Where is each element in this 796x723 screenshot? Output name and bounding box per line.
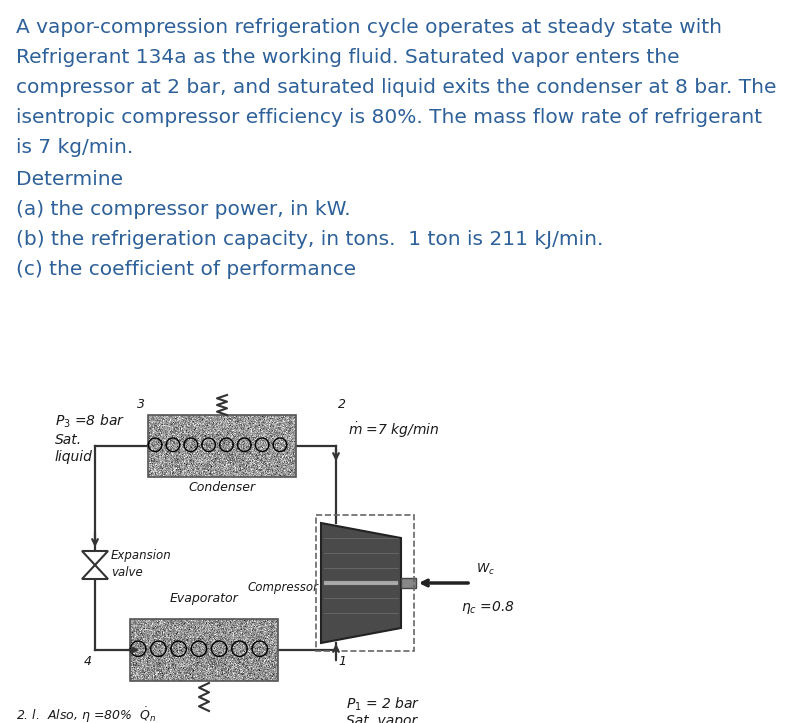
Text: liquid: liquid — [55, 450, 93, 464]
Text: 2: 2 — [338, 398, 346, 411]
Polygon shape — [82, 565, 108, 579]
Text: compressor at 2 bar, and saturated liquid exits the condenser at 8 bar. The: compressor at 2 bar, and saturated liqui… — [16, 78, 777, 97]
Text: Evaporator: Evaporator — [170, 592, 238, 605]
Text: is 7 kg/min.: is 7 kg/min. — [16, 138, 133, 157]
Text: isentropic compressor efficiency is 80%. The mass flow rate of refrigerant: isentropic compressor efficiency is 80%.… — [16, 108, 762, 127]
Text: valve: valve — [111, 567, 142, 580]
Text: Expansion: Expansion — [111, 549, 172, 562]
Text: $\dot{m}$ =7 kg/min: $\dot{m}$ =7 kg/min — [348, 420, 439, 440]
Text: $P_3$ =8 bar: $P_3$ =8 bar — [55, 413, 125, 430]
Bar — [148, 415, 296, 477]
Text: $W_c$: $W_c$ — [476, 562, 495, 576]
Text: 3: 3 — [137, 398, 145, 411]
Text: Determine: Determine — [16, 170, 123, 189]
Text: Compressor: Compressor — [248, 581, 319, 594]
Text: Condenser: Condenser — [189, 481, 256, 494]
Text: 1: 1 — [338, 655, 346, 668]
Text: 4: 4 — [84, 655, 92, 668]
Text: (b) the refrigeration capacity, in tons.  1 ton is 211 kJ/min.: (b) the refrigeration capacity, in tons.… — [16, 230, 603, 249]
Bar — [401, 578, 416, 588]
Polygon shape — [82, 551, 108, 565]
Text: Refrigerant 134a as the working fluid. Saturated vapor enters the: Refrigerant 134a as the working fluid. S… — [16, 48, 680, 67]
Text: Sat. vapor: Sat. vapor — [346, 714, 417, 723]
Text: $P_1$ = 2 bar: $P_1$ = 2 bar — [346, 696, 420, 714]
Bar — [316, 515, 414, 651]
Text: (a) the compressor power, in kW.: (a) the compressor power, in kW. — [16, 200, 350, 219]
Text: Sat.: Sat. — [55, 433, 82, 447]
Bar — [130, 619, 278, 681]
Text: (c) the coefficient of performance: (c) the coefficient of performance — [16, 260, 356, 279]
Polygon shape — [321, 523, 401, 643]
Text: $\eta_c$ =0.8: $\eta_c$ =0.8 — [461, 599, 515, 616]
Text: A vapor-compression refrigeration cycle operates at steady state with: A vapor-compression refrigeration cycle … — [16, 18, 722, 37]
Text: 2. l.  Also, $\eta$ =80%  $\dot{Q}_n$: 2. l. Also, $\eta$ =80% $\dot{Q}_n$ — [16, 705, 157, 723]
